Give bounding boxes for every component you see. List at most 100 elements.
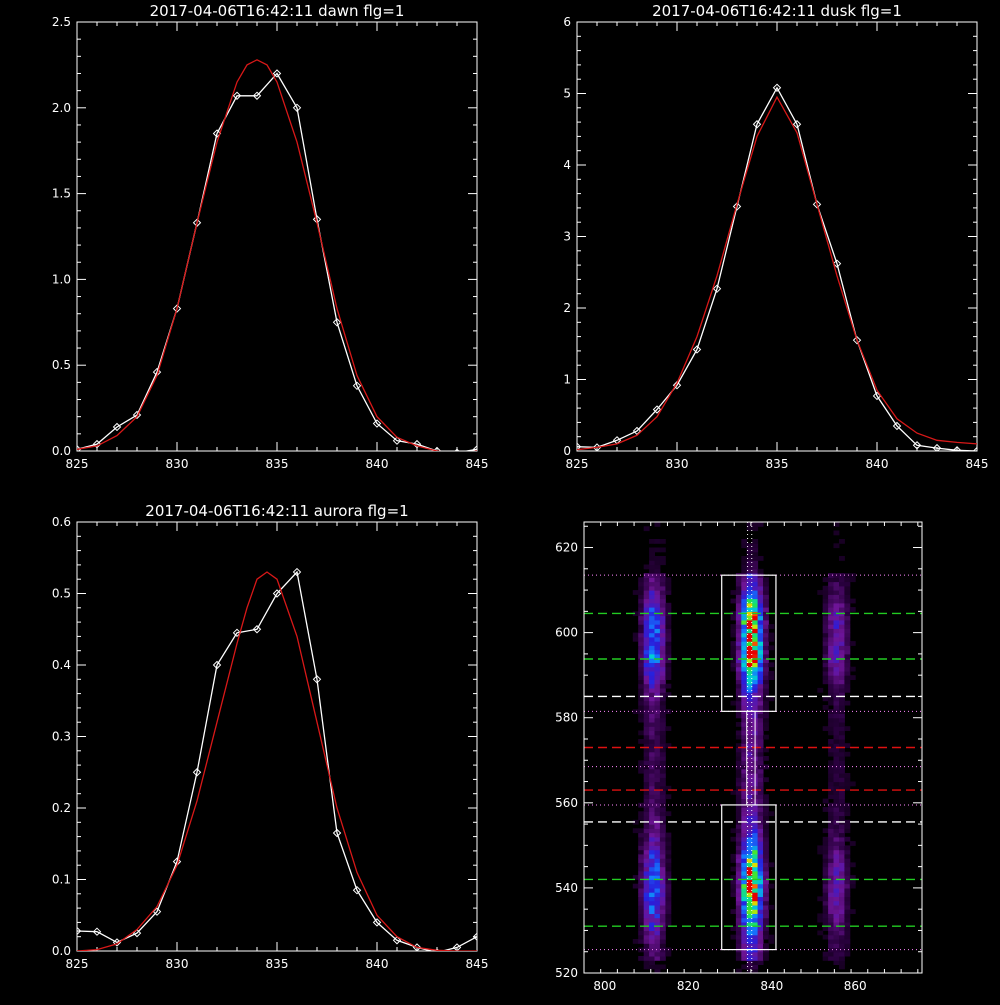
heatmap-cell [741, 560, 748, 566]
plot-frame [76, 21, 478, 452]
heatmap-cell [659, 836, 666, 842]
heatmap-cell [746, 909, 753, 914]
heatmap-cell [757, 773, 764, 778]
heatmap-cell [844, 598, 851, 604]
heatmap-cell [654, 602, 661, 608]
heatmap-cell [746, 807, 753, 812]
heatmap-cell [659, 785, 666, 791]
heatmap-cell [839, 730, 845, 736]
heatmap-cell [654, 683, 661, 689]
heatmap-cell [665, 653, 672, 659]
heatmap-cell [638, 590, 645, 595]
heatmap-cell [741, 568, 748, 574]
data-point [392, 936, 402, 945]
heatmap-cell [643, 598, 650, 604]
heatmap-cell [844, 726, 851, 731]
heatmap-cell [638, 636, 645, 642]
heatmap-cell [763, 653, 769, 659]
heatmap-cell [849, 879, 856, 885]
y-tick-label: 2.5 [52, 15, 71, 29]
heatmap-cell [833, 632, 840, 638]
heatmap-cell [659, 624, 666, 629]
heatmap-cell [649, 662, 655, 668]
heatmap-cell [746, 764, 753, 770]
heatmap-cell [763, 645, 769, 651]
heatmap-cell [649, 632, 655, 638]
heatmap-cell [741, 683, 748, 689]
data-point [112, 422, 122, 432]
heatmap-cell [828, 777, 834, 783]
heatmap-cell [654, 658, 661, 663]
heatmap-cell [741, 564, 748, 570]
heatmap-cell [833, 853, 840, 859]
heatmap-cell [757, 645, 764, 651]
heatmap-cell [665, 858, 672, 863]
heatmap-cell [741, 900, 748, 906]
heatmap-cell [752, 866, 759, 872]
heatmap-cell [638, 683, 645, 689]
heatmap-cell [741, 543, 748, 549]
heatmap-cell [746, 649, 753, 655]
heatmap-cell [654, 747, 661, 753]
heatmap-cell [659, 607, 666, 612]
heatmap-cell [643, 845, 650, 851]
heatmap-cell [665, 602, 672, 608]
heatmap-cell [849, 875, 856, 880]
heatmap-cell [659, 845, 666, 851]
heatmap-cell [638, 836, 645, 842]
heatmap-cell [643, 679, 650, 685]
heatmap-cell [649, 909, 655, 914]
heatmap-cell [828, 687, 834, 693]
heatmap-cell [844, 904, 851, 910]
heatmap-cell [768, 934, 775, 940]
heatmap-cell [757, 900, 764, 906]
heatmap-cell [741, 896, 748, 902]
heatmap-cell [638, 713, 645, 719]
heatmap-cell [763, 819, 769, 825]
heatmap-cell [665, 607, 672, 612]
data-point [372, 419, 382, 428]
heatmap-cell [763, 875, 769, 880]
heatmap-cell [822, 849, 829, 855]
data-line [77, 570, 477, 951]
heatmap-cell [643, 904, 650, 910]
heatmap-cell [763, 594, 769, 600]
heatmap-cell [654, 811, 661, 817]
heatmap-cell [643, 883, 650, 889]
heatmap-cell [752, 934, 759, 940]
heatmap-cell [828, 862, 834, 868]
heatmap-cell [828, 841, 834, 846]
heatmap-cell [654, 760, 661, 766]
heatmap-cell [833, 836, 840, 842]
heatmap-cell [844, 917, 851, 923]
heatmap-cell [649, 705, 655, 710]
heatmap-cell [757, 751, 764, 757]
heatmap-cell [757, 670, 764, 676]
heatmap-cell [752, 564, 759, 570]
heatmap-cell [828, 790, 834, 795]
heatmap-cell [735, 892, 742, 897]
heatmap-cell [665, 658, 672, 663]
heatmap-cell [822, 909, 829, 914]
heatmap-cell [735, 853, 742, 859]
data-point [472, 445, 477, 451]
data-point [292, 103, 302, 113]
heatmap-cell [828, 573, 834, 578]
heatmap-cell [822, 679, 829, 685]
heatmap-cell [643, 853, 650, 859]
dusk-panel: 825 830 835 840 84501234562017-04-06T16:42:1… [563, 2, 988, 471]
heatmap-cell [752, 883, 759, 889]
heatmap-cell [643, 581, 650, 587]
heatmap-cell [833, 798, 840, 804]
heatmap-cell [659, 811, 666, 817]
heatmap-cell [643, 564, 650, 570]
heatmap-cell [638, 939, 645, 944]
heatmap-cell [649, 926, 655, 931]
heatmap-cell [665, 836, 672, 842]
heatmap-cell [828, 849, 834, 855]
heatmap-cell [665, 866, 672, 872]
heatmap-cell [649, 870, 655, 876]
data-point [132, 410, 142, 420]
heatmap-cell [659, 824, 666, 829]
heatmap-cell [839, 824, 845, 829]
